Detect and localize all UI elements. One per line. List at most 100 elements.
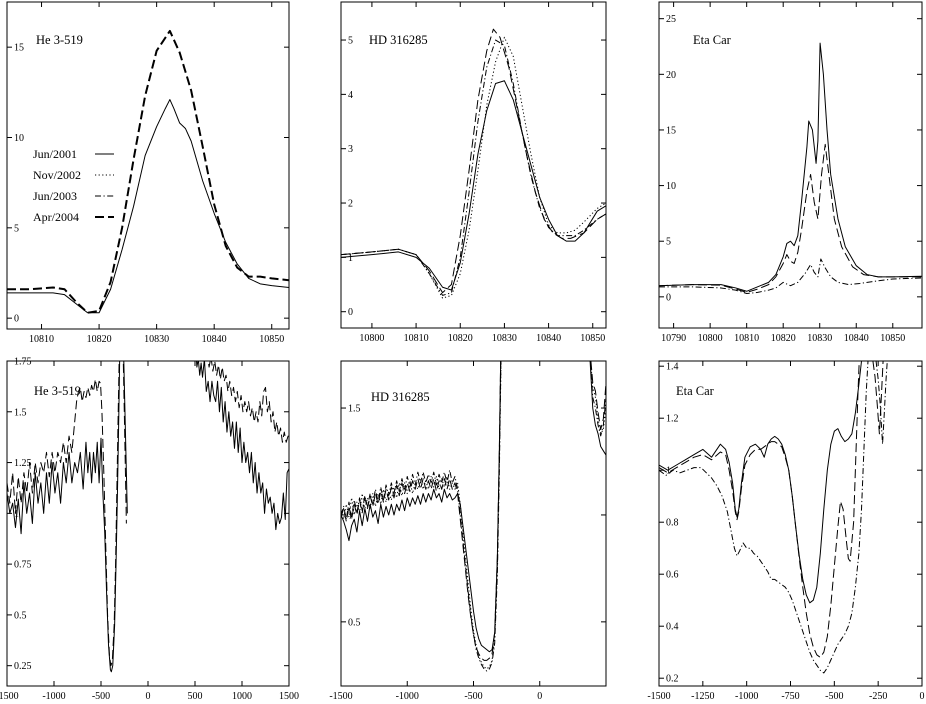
x-tick-label: -1500 <box>0 691 19 702</box>
y-tick-label: 2 <box>348 199 353 210</box>
y-tick-label: 1.4 <box>666 362 679 373</box>
plot-frame <box>340 1 607 329</box>
series-line-apr-2004 <box>122 361 127 524</box>
series-line-apr-2004 <box>341 28 606 294</box>
x-tick-label: -500 <box>825 691 843 702</box>
x-tick-label: 10820 <box>771 333 796 344</box>
y-tick-label: 5 <box>348 36 353 47</box>
y-tick-label: 0.5 <box>348 617 361 628</box>
x-tick-label: -1250 <box>691 691 714 702</box>
legend-label: Apr/2004 <box>33 210 79 224</box>
series-line-jun-2001 <box>7 361 121 673</box>
x-tick-label: 10850 <box>880 333 905 344</box>
y-tick-label: 0.2 <box>666 674 679 685</box>
series-line-jun-2001 <box>341 80 606 291</box>
series-line-jun-2001 <box>123 361 128 514</box>
x-tick-label: 0 <box>146 691 151 702</box>
plot-frame <box>658 1 923 329</box>
x-tick-label: -500 <box>92 691 110 702</box>
plot-frame <box>6 1 290 330</box>
series-line-jun-2003 <box>875 361 888 445</box>
series-line-jun-2001 <box>659 42 922 292</box>
panel-he3-519-bottom: -1500 -1000 -500 0 500 1000 1500 0.25 0.5 0.75 1 1.… <box>0 357 299 703</box>
legend: Jun/2001 Nov/2002 Jun/2003 Apr/2004 <box>33 147 114 224</box>
y-tick-label: 0.4 <box>666 622 679 633</box>
series-group <box>7 29 289 314</box>
y-tick-label: 20 <box>666 70 676 81</box>
series-group <box>7 361 289 673</box>
x-tick-label: 10830 <box>807 333 832 344</box>
series-group <box>341 28 606 299</box>
y-tick-label: 1 <box>14 509 19 520</box>
series-line-apr-2004 <box>7 361 120 667</box>
series-group <box>659 361 888 674</box>
panel-title: He 3-519 <box>36 33 83 47</box>
y-tick-label: 1.2 <box>666 414 679 425</box>
series-line-nov-2002 <box>341 361 502 670</box>
series-line-jun-2003 <box>341 39 606 296</box>
y-tick-label: 10 <box>14 133 24 144</box>
x-tick-label: 10850 <box>580 333 605 344</box>
panel-title: Eta Car <box>676 384 715 398</box>
series-group <box>659 42 922 295</box>
x-tick-label: -250 <box>869 691 887 702</box>
y-tick-label: 1.5 <box>14 407 27 418</box>
x-tick-label: 0 <box>537 691 542 702</box>
series-line-apr-2004 <box>659 143 922 293</box>
x-tick-label: 10850 <box>259 334 284 345</box>
x-tick-label: 10800 <box>359 333 384 344</box>
panel-title: He 3-519 <box>34 384 81 398</box>
panel-title: HD 316285 <box>371 390 430 404</box>
y-tick-label: 0.6 <box>666 570 679 581</box>
x-tick-label: -1000 <box>42 691 65 702</box>
series-line-jun-2003 <box>659 258 922 295</box>
y-tick-label: 5 <box>666 237 671 248</box>
panel-hd316285-top: 10800 10810 10820 10830 10840 10850 0 1 2 3 4 5 HD 3… <box>340 1 607 344</box>
y-tick-label: 0.25 <box>14 661 32 672</box>
series-line-apr-2004 <box>590 361 606 430</box>
panel-title: HD 316285 <box>369 33 428 47</box>
y-tick-label: 10 <box>666 181 676 192</box>
legend-label: Nov/2002 <box>33 168 81 182</box>
y-tick-label: 0.5 <box>14 610 27 621</box>
x-tick-label: 1000 <box>232 691 252 702</box>
series-line-jun-2003 <box>659 361 869 674</box>
x-tick-label: -1500 <box>329 691 352 702</box>
series-line-jun-2003 <box>589 361 606 437</box>
y-tick-label: 0 <box>14 314 19 325</box>
x-tick-label: 10830 <box>492 333 517 344</box>
series-line-apr-2004 <box>659 361 860 658</box>
series-line-jun-2003 <box>341 361 502 672</box>
x-tick-label: 10820 <box>87 334 112 345</box>
x-tick-label: 10840 <box>536 333 561 344</box>
y-tick-label: 1 <box>348 253 353 264</box>
y-tick-label: 1 <box>348 510 353 521</box>
y-tick-label: 0 <box>348 307 353 318</box>
y-tick-label: 1.75 <box>14 357 32 368</box>
panel-eta-car-top: 10790 10800 10810 10820 10830 10840 10850 0 5 10 1… <box>658 1 923 344</box>
y-tick-label: 0.75 <box>14 560 32 571</box>
series-line-apr-2004 <box>872 361 884 435</box>
y-tick-label: 0 <box>666 292 671 303</box>
x-tick-label: -1000 <box>735 691 758 702</box>
y-tick-label: 15 <box>14 43 24 54</box>
x-tick-label: -1500 <box>647 691 670 702</box>
series-line-apr-2004 <box>7 29 289 314</box>
panel-he3-519-top: 10810 10820 10830 10840 10850 0 5 10 15 He 3-519 J… <box>6 1 290 345</box>
series-line-nov-2002 <box>590 361 606 435</box>
x-tick-label: -500 <box>464 691 482 702</box>
panel-hd316285-bottom: -1500 -1000 -500 0 0.5 1 1.5 HD 316285 <box>329 360 607 702</box>
panel-title: Eta Car <box>693 33 732 47</box>
series-line-apr-2004 <box>341 361 502 661</box>
x-tick-label: 10840 <box>844 333 869 344</box>
series-line-jun-2001 <box>341 361 502 653</box>
y-tick-label: 25 <box>666 14 676 25</box>
x-tick-label: 0 <box>920 691 925 702</box>
y-tick-label: 1.5 <box>348 404 361 415</box>
x-tick-label: 10810 <box>734 333 759 344</box>
series-line-apr-2004 <box>204 361 289 443</box>
x-tick-label: 10820 <box>448 333 473 344</box>
y-tick-label: 3 <box>348 144 353 155</box>
series-line-jun-2001 <box>659 361 863 604</box>
